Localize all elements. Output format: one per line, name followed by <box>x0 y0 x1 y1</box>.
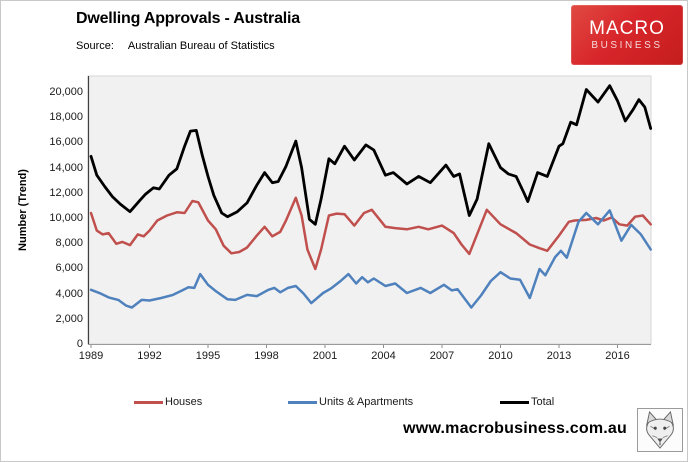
source-label: Source: <box>76 40 114 52</box>
source-line: Source: Australian Bureau of Statistics <box>76 40 275 52</box>
units-line-swatch <box>288 400 317 404</box>
x-axis-tick-label: 1992 <box>137 350 162 362</box>
series-line-units-apartments <box>89 209 652 309</box>
legend-item-total: Total <box>500 395 554 409</box>
x-axis-tick-label: 2013 <box>546 350 572 362</box>
legend-label-units-apartments: Units & Apartments <box>319 396 414 408</box>
legend-item-units-apartments: Units & Apartments <box>288 395 413 409</box>
legend-item-houses: Houses <box>134 395 202 409</box>
x-axis-tick-label: 1995 <box>195 350 221 362</box>
y-axis-tick-label: 12,000 <box>49 186 83 199</box>
legend-label-total: Total <box>531 396 555 408</box>
chart-legend: Houses Units & Apartments Total <box>1 395 651 411</box>
y-axis-tick-label: 2,000 <box>55 312 83 325</box>
legend-label-houses: Houses <box>165 396 203 408</box>
y-axis-tick-label: 4,000 <box>55 287 83 300</box>
y-axis-tick-label: 10,000 <box>49 212 83 224</box>
logo-macro-text: MACRO <box>589 17 665 39</box>
y-axis-tick-label: 14,000 <box>49 161 83 174</box>
x-axis-tick-label: 2007 <box>429 350 455 362</box>
website-url-text: www.macrobusiness.com.au <box>403 420 627 437</box>
series-line-total <box>89 84 653 226</box>
x-axis-tick-label: 2001 <box>312 350 338 362</box>
chart-title: Dwelling Approvals - Australia <box>76 10 300 27</box>
y-axis-tick-label: 8,000 <box>55 237 83 250</box>
y-axis-tick-label: 16,000 <box>49 136 83 149</box>
y-axis-tick-label: 6,000 <box>55 262 83 275</box>
source-value: Australian Bureau of Statistics <box>127 40 275 52</box>
y-axis-tick-label: 0 <box>76 338 83 350</box>
houses-line-swatch <box>134 400 163 404</box>
x-axis-tick-label: 2010 <box>488 350 513 362</box>
wolf-logo-box <box>637 408 683 452</box>
y-axis-tick-label: 20,000 <box>49 86 83 98</box>
wolf-sketch-icon <box>646 411 674 449</box>
x-axis-tick-label: 1989 <box>78 350 104 362</box>
x-axis-tick-label: 2016 <box>605 350 630 362</box>
x-axis-tick-label: 1998 <box>254 350 279 362</box>
series-line-houses <box>89 196 652 271</box>
x-axis-tick-label: 2004 <box>371 350 396 362</box>
macrobusiness-logo: MACRO BUSINESS <box>571 5 683 65</box>
y-axis-tick-label: 18,000 <box>49 111 83 124</box>
logo-business-text: BUSINESS <box>591 39 663 51</box>
total-line-swatch <box>500 400 529 404</box>
